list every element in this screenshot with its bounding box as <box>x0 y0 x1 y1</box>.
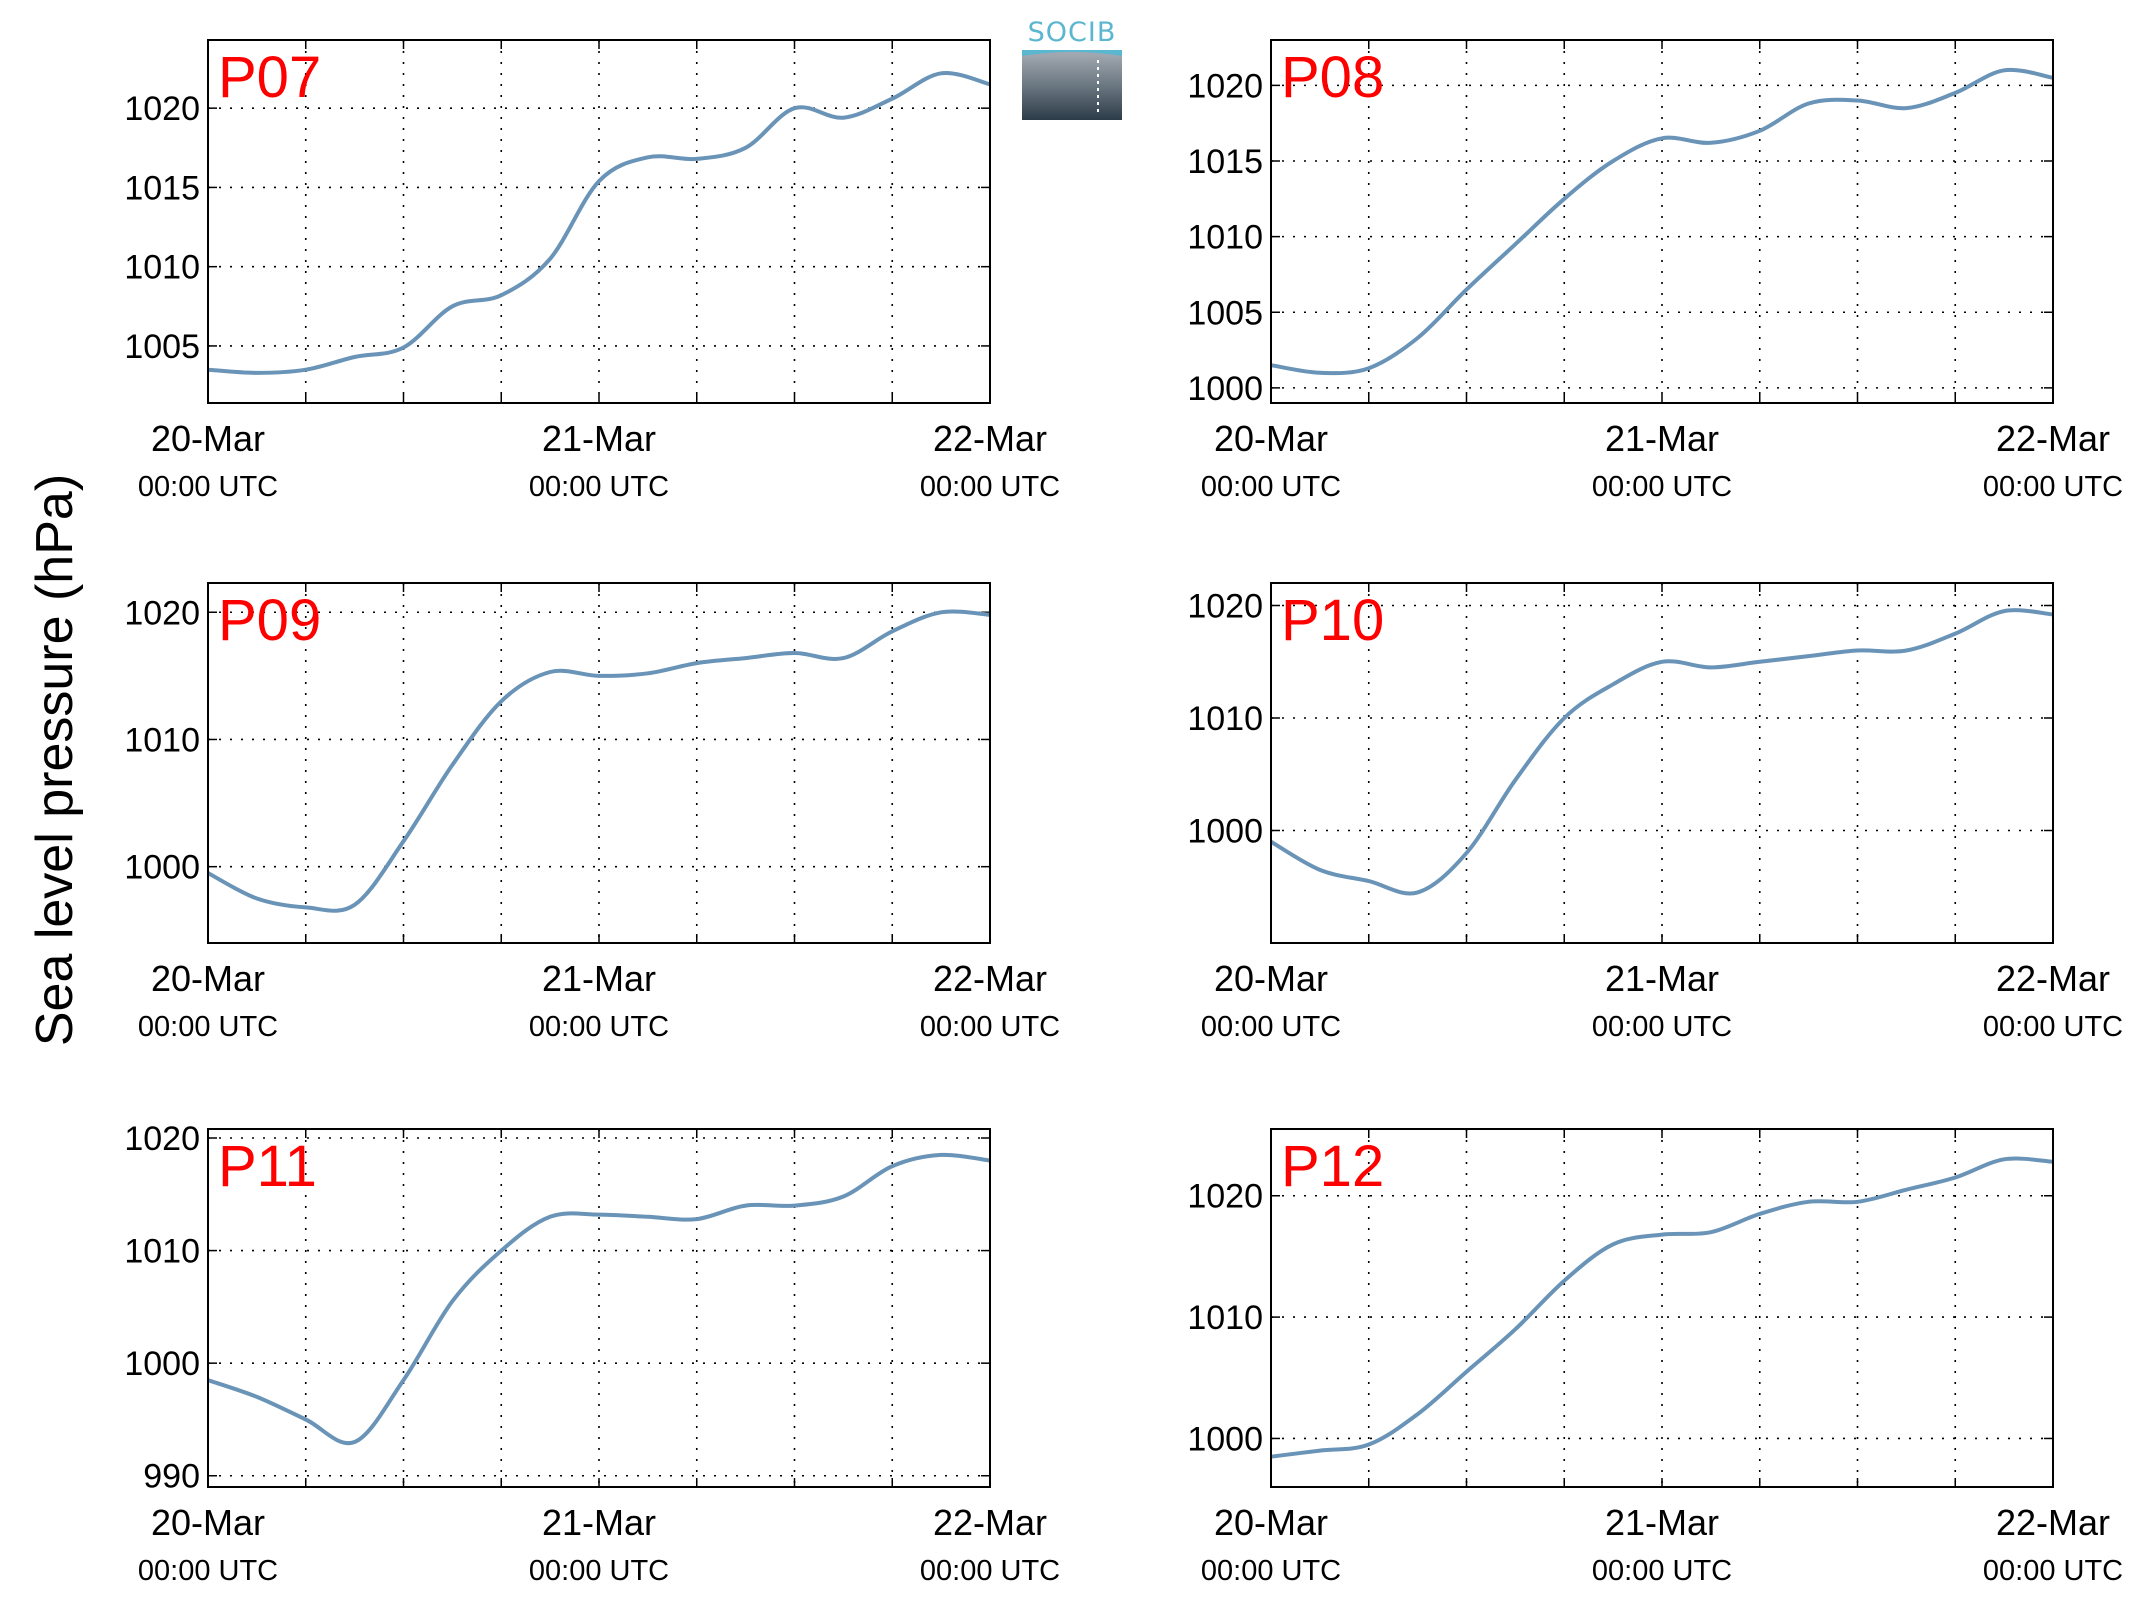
x-tick-date-label: 22-Mar <box>1996 958 2110 999</box>
x-tick-time-label: 00:00 UTC <box>529 1555 669 1587</box>
station-label: P09 <box>218 588 321 653</box>
x-tick-time-label: 00:00 UTC <box>138 471 278 503</box>
station-label: P08 <box>1281 45 1384 110</box>
x-tick-time-label: 00:00 UTC <box>138 1555 278 1587</box>
pressure-series-line <box>1270 1156 2054 1459</box>
station-label: P07 <box>218 45 321 110</box>
x-tick-time-label: 00:00 UTC <box>138 1011 278 1043</box>
y-tick-label: 1000 <box>124 1345 200 1383</box>
y-tick-label: 1000 <box>1187 1420 1263 1458</box>
x-tick-date-label: 21-Mar <box>542 958 656 999</box>
x-tick-date-label: 21-Mar <box>1605 1502 1719 1543</box>
x-tick-date-label: 21-Mar <box>1605 418 1719 459</box>
x-tick-date-label: 22-Mar <box>933 958 1047 999</box>
x-tick-time-label: 00:00 UTC <box>920 1011 1060 1043</box>
pressure-series-line <box>207 609 991 913</box>
y-tick-label: 1020 <box>1187 67 1263 105</box>
x-tick-time-label: 00:00 UTC <box>1983 1555 2123 1587</box>
x-tick-time-label: 00:00 UTC <box>920 471 1060 503</box>
x-tick-time-label: 00:00 UTC <box>1592 471 1732 503</box>
x-tick-date-label: 22-Mar <box>933 418 1047 459</box>
y-tick-label: 1020 <box>1187 588 1263 626</box>
x-tick-date-label: 20-Mar <box>151 1502 265 1543</box>
x-tick-time-label: 00:00 UTC <box>529 471 669 503</box>
y-tick-label: 1010 <box>124 249 200 287</box>
plot-frame <box>1270 39 2054 404</box>
x-tick-time-label: 00:00 UTC <box>920 1555 1060 1587</box>
panel-p09: 1000 1010 1020 20-Mar 00:00 UTC 21-Mar 00:00 U… <box>124 582 1060 1043</box>
y-tick-label: 1005 <box>124 328 200 366</box>
y-tick-label: 1010 <box>124 1233 200 1271</box>
y-tick-label: 1010 <box>1187 219 1263 257</box>
y-tick-label: 1015 <box>124 169 200 207</box>
y-tick-label: 1015 <box>1187 143 1263 181</box>
socib-logo-text: SOCIB <box>1027 17 1117 48</box>
x-tick-date-label: 21-Mar <box>542 418 656 459</box>
y-tick-label: 1020 <box>124 594 200 632</box>
y-tick-label: 1020 <box>124 1120 200 1158</box>
plot-frame <box>1270 1128 2054 1488</box>
pressure-series-line <box>207 1152 991 1446</box>
y-tick-label: 1010 <box>1187 1299 1263 1337</box>
socib-logo: SOCIB <box>1022 18 1122 120</box>
y-tick-label: 1020 <box>124 90 200 128</box>
x-tick-time-label: 00:00 UTC <box>1592 1011 1732 1043</box>
station-label: P12 <box>1281 1134 1384 1199</box>
plot-frame <box>1270 582 2054 944</box>
x-tick-date-label: 20-Mar <box>1214 1502 1328 1543</box>
panel-p10: 1000 1010 1020 20-Mar 00:00 UTC 21-Mar 00:00 U… <box>1187 582 2123 1043</box>
y-tick-label: 990 <box>143 1458 200 1496</box>
x-tick-date-label: 20-Mar <box>1214 418 1328 459</box>
y-tick-label: 1010 <box>1187 700 1263 738</box>
x-tick-time-label: 00:00 UTC <box>1201 471 1341 503</box>
plot-frame <box>207 1128 991 1488</box>
x-tick-time-label: 00:00 UTC <box>1983 1011 2123 1043</box>
plot-frame <box>207 582 991 944</box>
pressure-series-line <box>1270 67 2054 376</box>
x-tick-time-label: 00:00 UTC <box>1201 1555 1341 1587</box>
y-axis-label: Sea level pressure (hPa) <box>26 474 84 1046</box>
panel-p11: 990 1000 1010 1020 20-Mar 00:00 UTC 21-Mar 00:0… <box>124 1120 1060 1587</box>
y-tick-label: 1000 <box>1187 370 1263 408</box>
pressure-series-line <box>207 71 991 375</box>
x-tick-date-label: 20-Mar <box>151 958 265 999</box>
socib-logo-mark <box>1022 50 1122 120</box>
y-tick-label: 1010 <box>124 721 200 759</box>
pressure-series-line <box>1269 608 2054 896</box>
x-tick-date-label: 21-Mar <box>542 1502 656 1543</box>
x-tick-date-label: 21-Mar <box>1605 958 1719 999</box>
x-tick-time-label: 00:00 UTC <box>1983 471 2123 503</box>
station-label: P11 <box>218 1134 317 1199</box>
x-tick-date-label: 22-Mar <box>1996 418 2110 459</box>
y-tick-label: 1000 <box>124 849 200 887</box>
x-tick-date-label: 22-Mar <box>1996 1502 2110 1543</box>
panel-p07: 1005 1010 1015 1020 20-Mar 00:00 UTC 21-Mar 00:… <box>124 39 1060 503</box>
panels: 1005 1010 1015 1020 20-Mar 00:00 UTC 21-Mar 00:… <box>124 39 2123 1587</box>
panel-p12: 1000 1010 1020 20-Mar 00:00 UTC 21-Mar 00:00 U… <box>1187 1128 2123 1587</box>
y-tick-label: 1005 <box>1187 294 1263 332</box>
station-label: P10 <box>1281 588 1384 653</box>
x-tick-time-label: 00:00 UTC <box>1201 1011 1341 1043</box>
x-tick-time-label: 00:00 UTC <box>1592 1555 1732 1587</box>
y-tick-label: 1020 <box>1187 1178 1263 1216</box>
x-tick-date-label: 20-Mar <box>151 418 265 459</box>
plot-frame <box>207 39 991 404</box>
x-tick-time-label: 00:00 UTC <box>529 1011 669 1043</box>
y-tick-label: 1000 <box>1187 813 1263 851</box>
x-tick-date-label: 20-Mar <box>1214 958 1328 999</box>
panel-p08: 1000 1005 1010 1015 1020 20-Mar 00:00 UTC 21-Ma… <box>1187 39 2123 503</box>
x-tick-date-label: 22-Mar <box>933 1502 1047 1543</box>
